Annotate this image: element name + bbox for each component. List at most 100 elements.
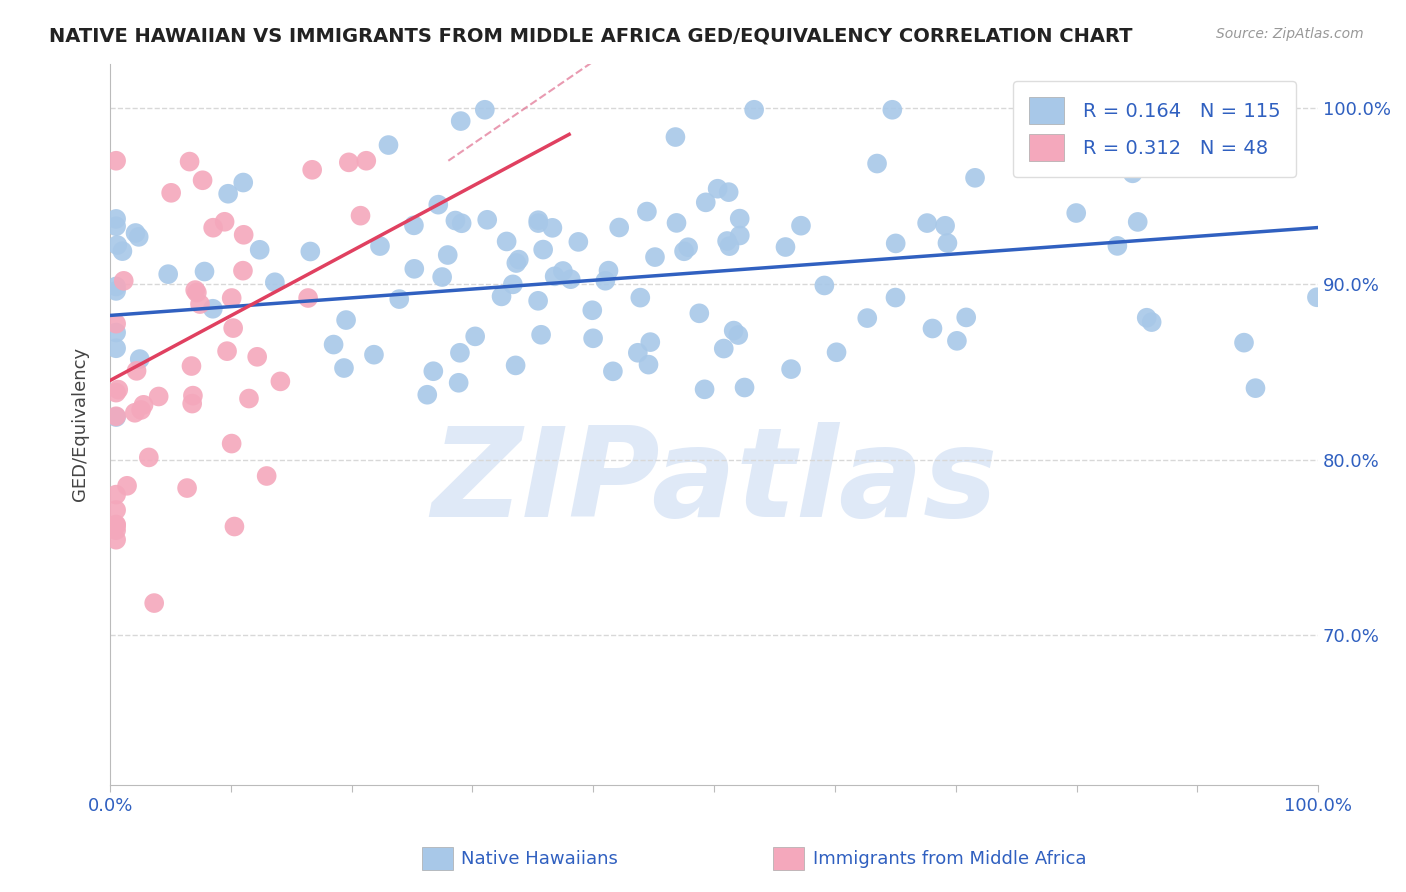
Point xyxy=(105,341,128,355)
Point xyxy=(567,235,589,249)
Point xyxy=(232,263,254,277)
Point xyxy=(717,185,740,199)
Point xyxy=(222,321,245,335)
Point xyxy=(349,209,371,223)
Point xyxy=(232,176,254,190)
Text: Immigrants from Middle Africa: Immigrants from Middle Africa xyxy=(813,850,1087,868)
Point xyxy=(427,197,450,211)
Point xyxy=(105,219,128,234)
Point xyxy=(1102,137,1125,152)
Point xyxy=(215,344,238,359)
Point xyxy=(1126,215,1149,229)
Point xyxy=(402,219,425,233)
Point xyxy=(138,450,160,465)
Point xyxy=(734,380,756,394)
Point xyxy=(124,226,146,240)
Point xyxy=(491,289,513,303)
Point xyxy=(527,293,550,308)
Point xyxy=(856,311,879,326)
Point xyxy=(404,261,426,276)
Point xyxy=(598,263,620,277)
Point xyxy=(728,211,751,226)
Point xyxy=(595,274,617,288)
Point xyxy=(416,388,439,402)
Text: ZIPatlas: ZIPatlas xyxy=(430,422,997,542)
Point xyxy=(246,350,269,364)
Point xyxy=(148,389,170,403)
Point xyxy=(936,235,959,250)
Point xyxy=(502,277,524,292)
Point xyxy=(1064,206,1087,220)
Point xyxy=(727,328,749,343)
Point xyxy=(193,264,215,278)
Point xyxy=(447,376,470,390)
Point xyxy=(693,382,716,396)
Point xyxy=(105,279,128,293)
Point xyxy=(180,359,202,373)
Point xyxy=(181,396,204,410)
Point xyxy=(263,275,285,289)
Point xyxy=(527,216,550,230)
Point xyxy=(124,406,146,420)
Point xyxy=(430,270,453,285)
Point xyxy=(541,220,564,235)
Point xyxy=(422,364,444,378)
Point xyxy=(450,216,472,230)
Point xyxy=(129,403,152,417)
Point xyxy=(105,410,128,425)
Point xyxy=(713,342,735,356)
Point xyxy=(665,216,688,230)
Point xyxy=(474,103,496,117)
Point xyxy=(543,269,565,284)
Point xyxy=(191,173,214,187)
Point xyxy=(105,533,128,547)
Point xyxy=(179,154,201,169)
Point xyxy=(256,469,278,483)
Point xyxy=(128,352,150,367)
Text: NATIVE HAWAIIAN VS IMMIGRANTS FROM MIDDLE AFRICA GED/EQUIVALENCY CORRELATION CHA: NATIVE HAWAIIAN VS IMMIGRANTS FROM MIDDL… xyxy=(49,27,1133,45)
Point xyxy=(105,503,128,517)
Point xyxy=(884,291,907,305)
Point xyxy=(105,518,128,533)
Point xyxy=(946,334,969,348)
Point xyxy=(249,243,271,257)
Text: Source: ZipAtlas.com: Source: ZipAtlas.com xyxy=(1216,27,1364,41)
Point xyxy=(728,228,751,243)
Point xyxy=(673,244,696,259)
Point xyxy=(105,211,128,226)
Point xyxy=(444,213,467,227)
Point xyxy=(866,156,889,170)
Point xyxy=(322,337,344,351)
Point xyxy=(1107,239,1129,253)
Point xyxy=(640,335,662,350)
Point xyxy=(775,240,797,254)
Point xyxy=(105,409,128,424)
Point xyxy=(551,264,574,278)
Point xyxy=(934,219,956,233)
Y-axis label: GED/Equivalency: GED/Equivalency xyxy=(72,347,89,501)
Point xyxy=(505,256,527,270)
Point xyxy=(132,398,155,412)
Point xyxy=(636,204,658,219)
Point xyxy=(107,383,129,397)
Text: Native Hawaiians: Native Hawaiians xyxy=(461,850,619,868)
Point xyxy=(112,274,135,288)
Point xyxy=(186,285,208,300)
Point xyxy=(955,310,977,325)
Point xyxy=(299,244,322,259)
Point xyxy=(495,235,517,249)
Point xyxy=(582,331,605,345)
Point xyxy=(676,240,699,254)
Point xyxy=(1136,310,1159,325)
Point xyxy=(217,186,239,201)
Point xyxy=(297,291,319,305)
Point xyxy=(505,359,527,373)
Point xyxy=(105,385,128,400)
Point xyxy=(181,389,204,403)
Point xyxy=(224,519,246,533)
Point xyxy=(527,213,550,227)
Point xyxy=(202,220,225,235)
Point xyxy=(221,291,243,305)
Point xyxy=(450,114,472,128)
Point xyxy=(105,488,128,502)
